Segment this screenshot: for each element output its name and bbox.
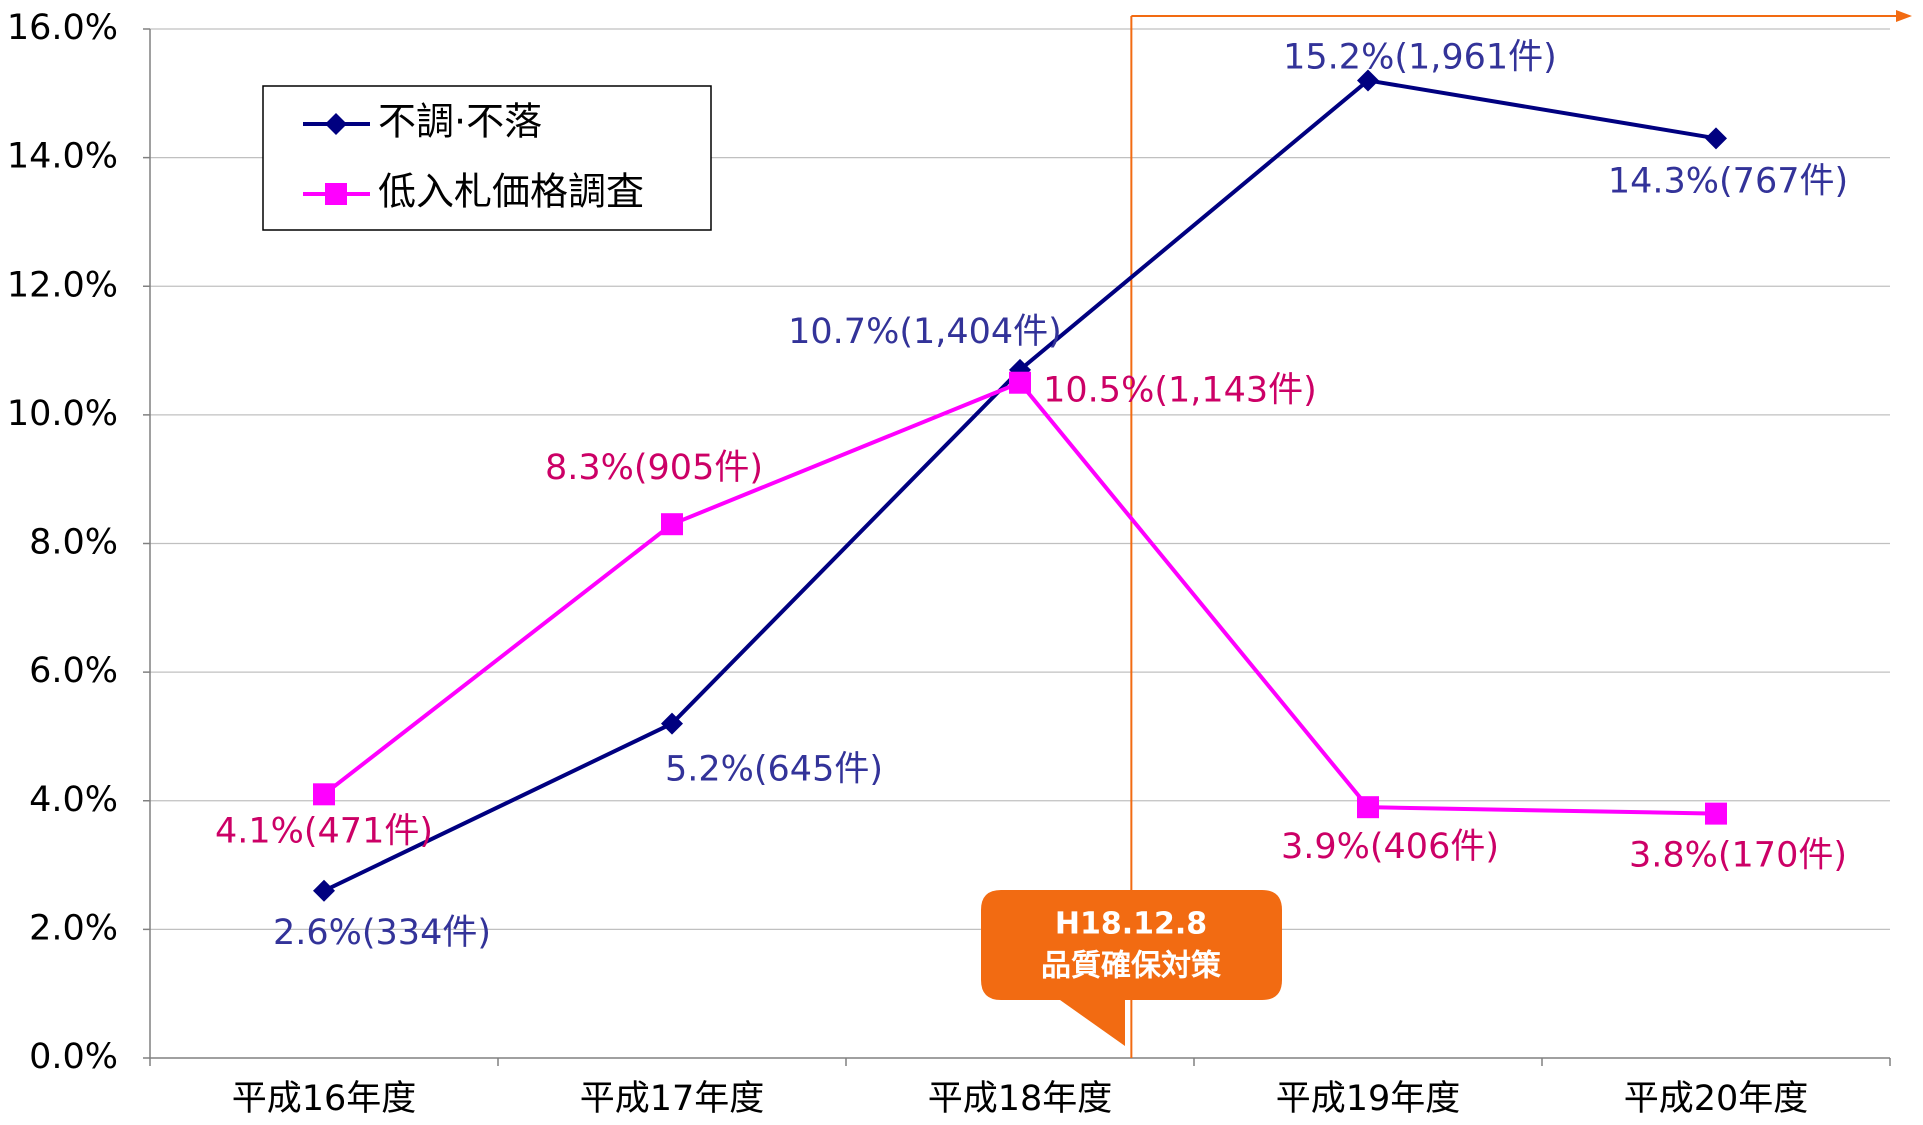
y-tick-label: 0.0% <box>29 1037 118 1077</box>
point <box>325 183 347 205</box>
data-label: 5.2%(645件) <box>665 750 883 790</box>
data-label: 8.3%(905件) <box>545 448 763 488</box>
legend-label: 不調·不落 <box>378 100 542 144</box>
data-label: 10.7%(1,404件) <box>788 312 1062 352</box>
legend-box <box>262 85 712 231</box>
data-label: 3.9%(406件) <box>1281 827 1499 867</box>
y-tick-label: 16.0% <box>7 8 118 48</box>
point <box>325 113 347 135</box>
data-label: 4.1%(471件) <box>215 811 433 851</box>
x-tick-label: 平成17年度 <box>580 1079 765 1119</box>
data-label: 15.2%(1,961件) <box>1283 37 1557 77</box>
y-tick-label: 4.0% <box>29 780 118 820</box>
point <box>1705 127 1727 150</box>
data-label: 14.3%(767件) <box>1608 161 1848 201</box>
arrow-head <box>1896 10 1912 22</box>
annotation-text: H18.12.8 <box>1055 907 1207 942</box>
point <box>1357 796 1379 819</box>
y-tick-label: 10.0% <box>7 394 118 434</box>
data-label: 10.5%(1,143件) <box>1043 371 1317 411</box>
point <box>313 879 335 902</box>
annotation-text: 品質確保対策 <box>1041 949 1221 984</box>
y-tick-label: 6.0% <box>29 651 118 691</box>
y-tick-label: 12.0% <box>7 265 118 305</box>
point <box>661 513 683 536</box>
y-tick-label: 8.0% <box>29 523 118 563</box>
point <box>313 783 335 806</box>
legend-label: 低入札価格調査 <box>378 170 644 214</box>
x-tick-label: 平成16年度 <box>232 1079 417 1119</box>
x-tick-label: 平成20年度 <box>1624 1079 1809 1119</box>
data-label: 2.6%(334件) <box>273 913 491 953</box>
y-tick-label: 2.0% <box>29 908 118 948</box>
point <box>661 712 683 735</box>
x-tick-label: 平成19年度 <box>1276 1079 1461 1119</box>
point <box>1705 802 1727 825</box>
series-line <box>322 380 1717 816</box>
point <box>1009 371 1031 394</box>
data-label: 3.8%(170件) <box>1629 836 1847 876</box>
y-tick-label: 14.0% <box>7 137 118 177</box>
callout <box>981 890 1282 1046</box>
point <box>1357 69 1379 92</box>
x-tick-label: 平成18年度 <box>928 1079 1113 1119</box>
